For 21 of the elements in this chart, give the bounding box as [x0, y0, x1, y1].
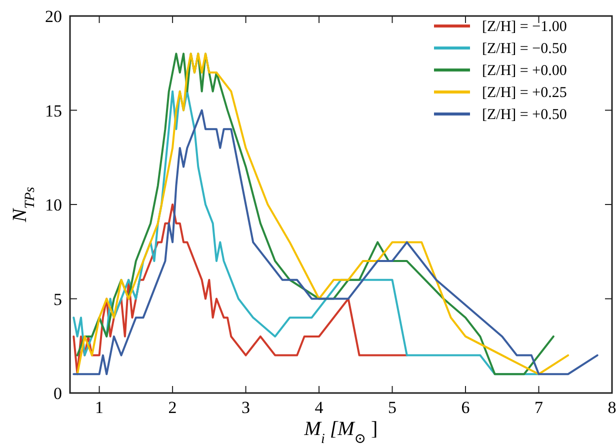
x-tick-label: 6	[461, 398, 470, 417]
x-tick-label: 7	[534, 398, 544, 417]
x-tick-label: 1	[95, 398, 104, 417]
y-tick-label: 20	[45, 7, 62, 26]
y-tick-label: 5	[54, 290, 62, 309]
legend-label: [Z/H] = −0.50	[482, 41, 567, 57]
line-series	[72, 204, 408, 376]
x-tick-label: 4	[314, 398, 324, 417]
line-series	[72, 109, 598, 376]
x-tick-label: 3	[242, 398, 250, 417]
y-tick-label: 10	[45, 196, 62, 214]
legend-label: [Z/H] = −1.00	[482, 19, 567, 35]
legend-label: [Z/H] = +0.50	[482, 107, 567, 123]
legend-label: [Z/H] = +0.00	[482, 63, 567, 79]
x-tick-label: 8	[608, 398, 616, 417]
y-tick-label: 0	[54, 384, 62, 403]
x-tick-label: 5	[388, 398, 397, 417]
legend-label: [Z/H] = +0.25	[482, 85, 567, 101]
x-tick-label: 2	[168, 398, 177, 417]
y-tick-label: 15	[45, 101, 62, 120]
x-axis-title: M$_{i}$ [M$_{⊙}$]	[303, 418, 378, 446]
